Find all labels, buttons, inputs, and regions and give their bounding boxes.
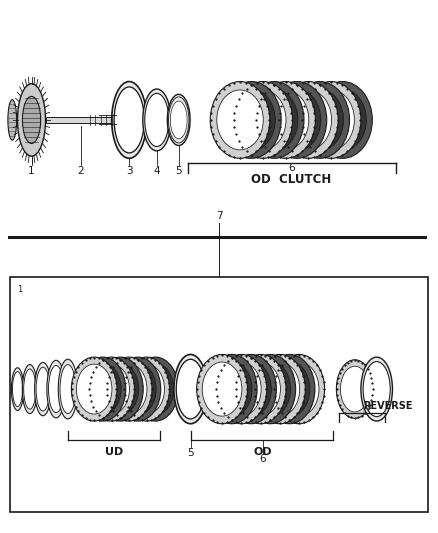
Ellipse shape — [115, 357, 161, 421]
Ellipse shape — [106, 357, 152, 421]
Ellipse shape — [264, 354, 315, 424]
Ellipse shape — [22, 96, 41, 143]
Ellipse shape — [98, 357, 143, 421]
Text: 6: 6 — [259, 454, 266, 464]
Ellipse shape — [174, 354, 207, 424]
Ellipse shape — [129, 364, 165, 414]
Text: OD: OD — [254, 447, 272, 457]
Ellipse shape — [202, 362, 242, 416]
Ellipse shape — [102, 364, 139, 415]
Ellipse shape — [217, 90, 263, 150]
Ellipse shape — [11, 368, 24, 410]
Ellipse shape — [22, 365, 37, 414]
Ellipse shape — [228, 89, 275, 151]
Ellipse shape — [269, 361, 310, 417]
Ellipse shape — [274, 354, 325, 424]
Ellipse shape — [18, 84, 46, 156]
Ellipse shape — [290, 82, 350, 158]
Ellipse shape — [319, 89, 366, 151]
Ellipse shape — [296, 89, 343, 151]
Ellipse shape — [124, 357, 170, 421]
Ellipse shape — [206, 354, 257, 424]
Ellipse shape — [250, 361, 290, 417]
Text: OD  CLUTCH: OD CLUTCH — [251, 173, 332, 186]
Text: 4: 4 — [153, 166, 160, 176]
Ellipse shape — [169, 98, 188, 142]
Text: 6: 6 — [288, 163, 295, 173]
Ellipse shape — [273, 89, 321, 151]
Ellipse shape — [120, 364, 156, 415]
Text: 3: 3 — [126, 166, 133, 176]
Ellipse shape — [279, 82, 338, 158]
Ellipse shape — [308, 90, 354, 150]
Text: 5: 5 — [175, 166, 182, 176]
Ellipse shape — [176, 359, 205, 419]
Ellipse shape — [340, 366, 369, 412]
Bar — [46, 117, 116, 123]
Ellipse shape — [222, 362, 261, 416]
Ellipse shape — [169, 97, 189, 143]
Ellipse shape — [216, 354, 267, 424]
Ellipse shape — [222, 82, 281, 158]
Ellipse shape — [267, 82, 327, 158]
Ellipse shape — [210, 82, 270, 158]
Ellipse shape — [336, 360, 373, 418]
Ellipse shape — [85, 364, 121, 415]
Ellipse shape — [133, 357, 178, 421]
Ellipse shape — [58, 359, 78, 419]
Ellipse shape — [226, 354, 276, 424]
Text: 2: 2 — [78, 166, 85, 176]
Ellipse shape — [245, 354, 296, 424]
Ellipse shape — [111, 364, 147, 414]
Ellipse shape — [279, 362, 319, 416]
Ellipse shape — [89, 357, 134, 421]
Text: 7: 7 — [215, 211, 223, 221]
Ellipse shape — [13, 372, 22, 407]
Ellipse shape — [251, 89, 298, 151]
Ellipse shape — [301, 82, 361, 158]
Ellipse shape — [170, 101, 187, 139]
Ellipse shape — [262, 90, 309, 150]
Ellipse shape — [363, 361, 390, 417]
Ellipse shape — [254, 354, 305, 424]
Ellipse shape — [231, 361, 271, 417]
Ellipse shape — [241, 362, 280, 416]
Ellipse shape — [256, 82, 315, 158]
Ellipse shape — [145, 93, 169, 147]
Ellipse shape — [313, 82, 372, 158]
Text: 1: 1 — [17, 285, 22, 294]
Ellipse shape — [24, 369, 36, 409]
Ellipse shape — [361, 357, 392, 421]
Ellipse shape — [240, 90, 286, 150]
Ellipse shape — [244, 82, 304, 158]
Ellipse shape — [94, 364, 130, 414]
Ellipse shape — [76, 364, 112, 414]
Ellipse shape — [71, 357, 117, 421]
Ellipse shape — [8, 100, 17, 140]
Ellipse shape — [260, 362, 300, 416]
Ellipse shape — [143, 89, 171, 151]
Text: UD: UD — [105, 447, 123, 457]
Ellipse shape — [36, 367, 50, 411]
Ellipse shape — [114, 87, 144, 153]
Text: 5: 5 — [187, 448, 194, 458]
Ellipse shape — [285, 90, 332, 150]
Ellipse shape — [235, 354, 286, 424]
Ellipse shape — [212, 361, 252, 417]
Ellipse shape — [60, 365, 76, 414]
Ellipse shape — [137, 364, 174, 415]
Bar — [10, 277, 428, 512]
Ellipse shape — [35, 362, 51, 416]
Ellipse shape — [80, 357, 126, 421]
Ellipse shape — [112, 82, 147, 158]
Text: 1: 1 — [28, 166, 35, 176]
Ellipse shape — [197, 354, 247, 424]
Ellipse shape — [233, 82, 293, 158]
Ellipse shape — [47, 360, 65, 418]
Ellipse shape — [167, 94, 190, 146]
Text: REVERSE: REVERSE — [363, 401, 412, 411]
Ellipse shape — [49, 366, 64, 413]
